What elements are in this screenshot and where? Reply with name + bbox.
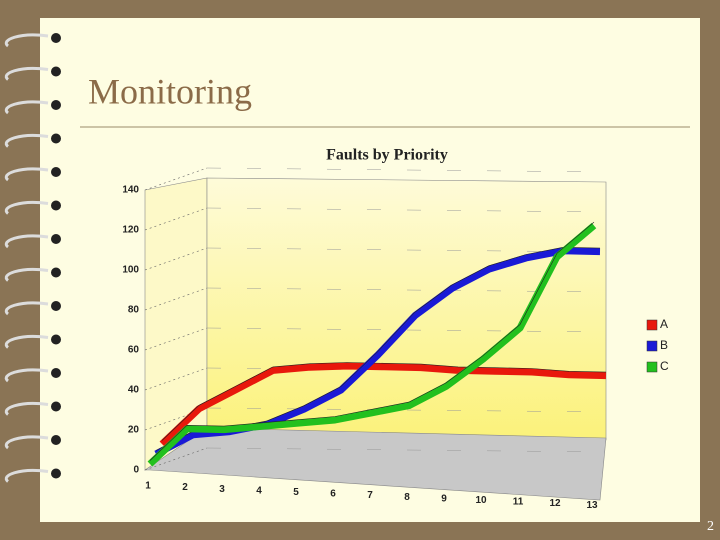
- y-tick-label: 0: [133, 465, 139, 476]
- x-tick-label: 2: [182, 482, 188, 493]
- y-tick-label: 140: [122, 185, 139, 196]
- grid-line: [206, 247, 607, 253]
- ring: [4, 33, 49, 48]
- ring-hole: [51, 133, 61, 144]
- grid-line: [206, 207, 607, 213]
- grid-line: [144, 327, 208, 351]
- ring: [4, 402, 49, 416]
- grid-line: [144, 367, 208, 391]
- ring: [4, 435, 49, 450]
- ring-hole: [51, 100, 61, 110]
- grid-line: [144, 407, 208, 431]
- page-number: 2: [707, 519, 714, 534]
- ring-hole: [51, 435, 61, 445]
- ring-hole: [51, 468, 61, 479]
- grid-line: [206, 447, 607, 453]
- y-tick-label: 40: [128, 385, 140, 396]
- ring-hole: [51, 66, 61, 77]
- ring-hole: [51, 200, 61, 211]
- ring: [4, 268, 49, 282]
- x-tick-label: 7: [367, 490, 373, 501]
- y-tick-label: 80: [128, 305, 140, 316]
- ring: [4, 301, 49, 316]
- legend-label: B: [660, 338, 668, 352]
- ring: [4, 201, 49, 215]
- grid-line: [144, 247, 208, 271]
- ring-hole: [51, 334, 61, 345]
- ring: [4, 335, 49, 349]
- y-tick-label: 20: [128, 425, 140, 436]
- ring-hole: [51, 301, 61, 311]
- y-tick-label: 60: [128, 345, 140, 356]
- x-tick-label: 1: [145, 481, 151, 492]
- ring: [4, 234, 49, 249]
- ring-hole: [51, 33, 61, 43]
- ring: [4, 368, 49, 383]
- series-line: [159, 362, 607, 447]
- grid-line: [206, 167, 607, 173]
- x-tick-label: 10: [475, 495, 487, 506]
- slide-title: Monitoring: [88, 71, 252, 111]
- x-tick-label: 8: [404, 492, 410, 503]
- ring: [4, 67, 49, 81]
- ring: [4, 469, 49, 483]
- ring-hole: [51, 401, 61, 412]
- grid-line: [144, 287, 208, 311]
- grid-line: [206, 407, 607, 413]
- ring: [4, 167, 49, 182]
- x-tick-label: 5: [293, 487, 299, 498]
- binding: [4, 33, 61, 483]
- x-tick-label: 6: [330, 489, 336, 500]
- chart-title: Faults by Priority: [326, 147, 448, 164]
- grid-line: [144, 207, 208, 231]
- grid-line: [144, 167, 208, 191]
- ring-hole: [51, 167, 61, 177]
- x-tick-label: 9: [441, 493, 447, 504]
- y-tick-label: 100: [122, 265, 139, 276]
- ring: [4, 100, 49, 115]
- x-tick-label: 4: [256, 485, 262, 496]
- x-tick-label: 3: [219, 484, 225, 495]
- series-edge: [149, 221, 595, 461]
- legend-label: A: [660, 317, 668, 331]
- x-tick-label: 12: [549, 498, 561, 509]
- x-tick-label: 13: [586, 500, 598, 511]
- y-tick-label: 120: [122, 225, 139, 236]
- series-edge: [161, 362, 607, 441]
- ring-hole: [51, 368, 61, 378]
- back-wall: [206, 177, 607, 441]
- legend-swatch: [646, 361, 658, 373]
- series-line: [147, 222, 597, 467]
- grid-line: [206, 327, 607, 333]
- legend-swatch: [646, 319, 658, 331]
- ring-hole: [51, 267, 61, 278]
- ring: [4, 134, 49, 148]
- ring-hole: [51, 234, 61, 244]
- legend-label: C: [660, 359, 669, 373]
- x-tick-label: 11: [513, 497, 524, 508]
- legend-swatch: [646, 340, 658, 352]
- grid-line: [144, 447, 208, 471]
